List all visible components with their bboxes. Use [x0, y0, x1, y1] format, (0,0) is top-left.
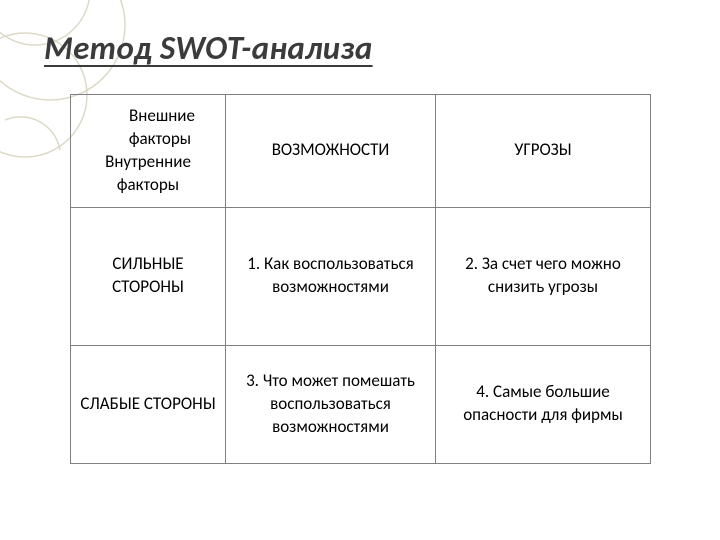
row-head-strengths: СИЛЬНЫЕ СТОРОНЫ [71, 207, 226, 345]
cell-weaknesses-opportunities: 3. Что может помешать воспользоваться во… [226, 345, 436, 463]
col-header-threats: УГРОЗЫ [436, 95, 651, 208]
cell-strengths-opportunities: 1. Как воспользоваться возможностями [226, 207, 436, 345]
col-header-opportunities: ВОЗМОЖНОСТИ [226, 95, 436, 208]
corner-line4: факторы [79, 174, 217, 197]
swot-table: Внешние факторы Внутренние факторы ВОЗМО… [70, 94, 651, 464]
cell-weaknesses-threats: 4. Самые большие опасности для фирмы [436, 345, 651, 463]
row-head-weaknesses: СЛАБЫЕ СТОРОНЫ [71, 345, 226, 463]
row-strengths: СИЛЬНЫЕ СТОРОНЫ 1. Как воспользоваться в… [71, 207, 651, 345]
table-header-row: Внешние факторы Внутренние факторы ВОЗМО… [71, 95, 651, 208]
corner-line2: факторы [79, 128, 217, 151]
row-weaknesses: СЛАБЫЕ СТОРОНЫ 3. Что может помешать вос… [71, 345, 651, 463]
corner-cell: Внешние факторы Внутренние факторы [71, 95, 226, 208]
corner-line1: Внешние [79, 105, 217, 128]
page-title: Метод SWOT-анализа [44, 28, 676, 68]
corner-line3: Внутренние [79, 151, 217, 174]
slide: Метод SWOT-анализа Внешние факторы Внутр… [0, 0, 720, 484]
cell-strengths-threats: 2. За счет чего можно снизить угрозы [436, 207, 651, 345]
